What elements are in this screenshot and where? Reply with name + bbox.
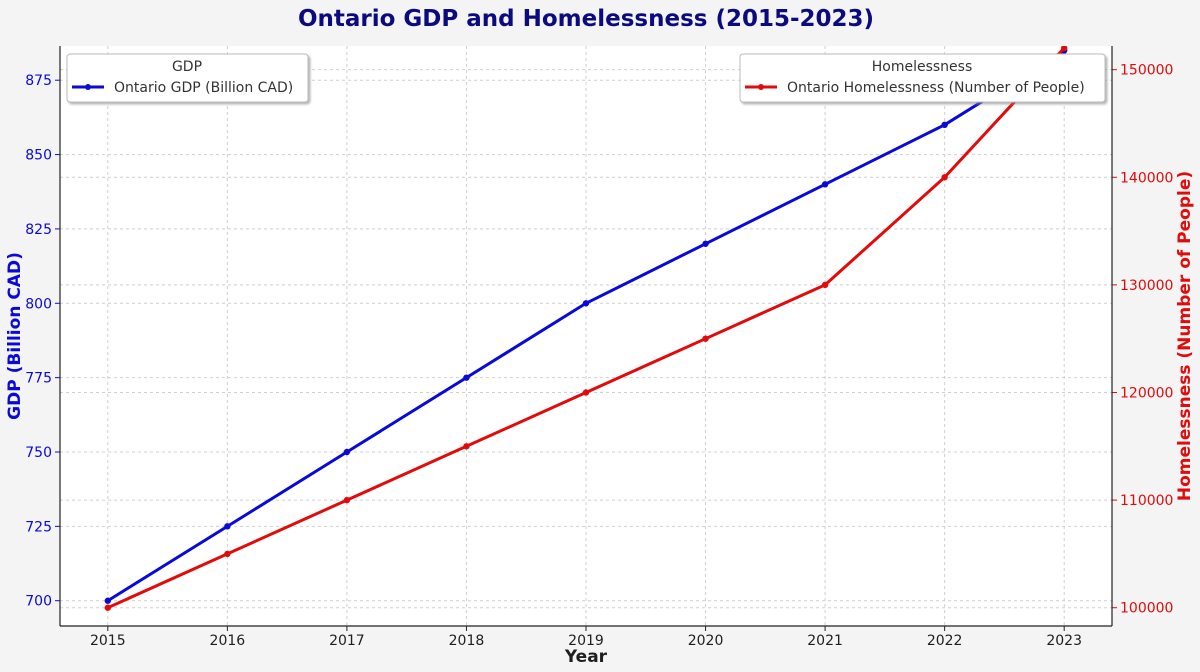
legend-gdp: GDP Ontario GDP (Billion CAD) [66, 53, 309, 103]
y-axis-right-label: Homelessness (Number of People) [1175, 171, 1195, 501]
data-point-homelessness [582, 389, 590, 396]
legend-gdp-entry: Ontario GDP (Billion CAD) [114, 80, 293, 96]
legend-homelessness-box [739, 53, 1106, 103]
y-left-tick-label: 700 [25, 594, 52, 610]
y-right-tick-label: 130000 [1120, 278, 1173, 294]
data-point-gdp [821, 181, 829, 188]
data-point-gdp [104, 597, 112, 604]
data-point-homelessness [1060, 46, 1068, 52]
legend-homelessness-entry: Ontario Homelessness (Number of People) [787, 80, 1085, 96]
data-point-homelessness [702, 335, 709, 342]
y-axis-left-label: GDP (Billion CAD) [5, 252, 25, 420]
legend-gdp-marker [85, 84, 91, 90]
data-point-gdp [343, 448, 351, 456]
y-left-tick-label: 850 [25, 148, 52, 164]
legend-gdp-title: GDP [172, 59, 202, 75]
x-tick-label: 2021 [807, 633, 843, 649]
tick-labels: 2015 2016 2017 2018 2019 2020 2021 2022 2023 700 7… [25, 63, 1173, 649]
data-point-homelessness [821, 281, 829, 289]
x-tick-label: 2023 [1046, 633, 1082, 649]
legend-homelessness-marker [758, 84, 764, 90]
x-tick-label: 2019 [568, 633, 604, 649]
data-point-gdp [582, 300, 590, 307]
y-right-tick-label: 140000 [1120, 170, 1173, 186]
x-tick-label: 2018 [449, 633, 485, 649]
y-right-tick-label: 120000 [1120, 385, 1173, 401]
x-tick-label: 2022 [927, 633, 963, 649]
legend-homelessness: Homelessness Ontario Homelessness (Numbe… [739, 53, 1106, 103]
y-left-tick-label: 725 [25, 519, 52, 535]
data-point-homelessness [463, 443, 470, 450]
series-area [104, 46, 1068, 611]
data-point-homelessness [343, 496, 351, 504]
y-left-tick-label: 825 [25, 222, 52, 238]
data-point-homelessness [941, 174, 948, 181]
y-right-tick-label: 110000 [1120, 493, 1173, 509]
data-point-gdp [702, 240, 709, 247]
y-left-tick-label: 875 [25, 73, 52, 89]
chart-title: Ontario GDP and Homelessness (2015-2023) [298, 6, 874, 32]
data-point-homelessness [224, 550, 231, 558]
y-right-tick-label: 100000 [1120, 601, 1173, 617]
y-left-tick-label: 775 [25, 371, 52, 387]
x-tick-label: 2016 [210, 633, 246, 649]
y-left-tick-label: 750 [25, 445, 52, 461]
data-point-homelessness [104, 604, 112, 611]
axes [55, 46, 1117, 631]
data-point-gdp [941, 121, 948, 129]
x-tick-label: 2020 [688, 633, 724, 649]
x-tick-label: 2015 [90, 633, 126, 649]
y-right-tick-label: 150000 [1120, 63, 1173, 79]
legend-homelessness-title: Homelessness [872, 59, 973, 75]
x-tick-label: 2017 [329, 633, 365, 649]
data-point-gdp [224, 523, 231, 530]
legend-gdp-box [66, 53, 309, 103]
y-left-tick-label: 800 [25, 296, 52, 312]
x-axis-label: Year [564, 647, 608, 667]
data-point-gdp [463, 374, 470, 381]
